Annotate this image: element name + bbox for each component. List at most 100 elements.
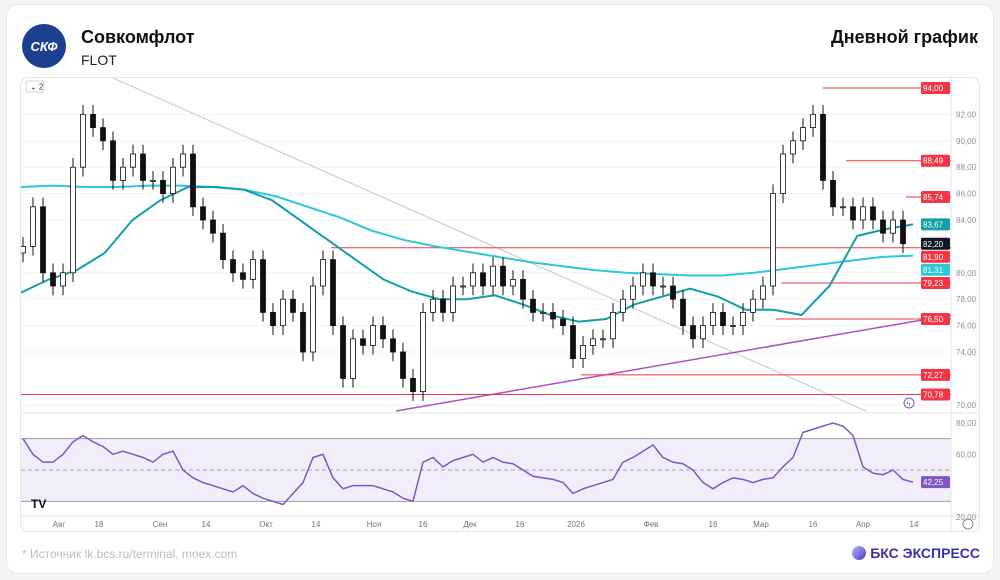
level-tag-label: 94,00 [923,84,944,93]
company-name: Совкомфлот [81,27,195,47]
candle [790,140,796,155]
candle [710,311,716,326]
candle [760,285,766,300]
ticker: FLOT [81,52,117,68]
price-tag [921,218,950,231]
candle [100,127,106,142]
candle [21,245,26,254]
price-tag [921,237,950,250]
level-tag-label: 88,49 [923,157,944,166]
candle [150,180,156,182]
event-icon [903,397,915,409]
candle [820,114,826,181]
rsi-tag [921,476,950,489]
candle [590,338,596,346]
candle [300,311,306,353]
candle [310,285,316,353]
candle [380,325,386,340]
y-tick-label: 76,00 [956,322,977,331]
candle [240,272,246,280]
y-tick-label: 84,00 [956,216,977,225]
candle [860,206,866,221]
candle [770,193,776,287]
candle [830,180,836,208]
candle [680,298,686,326]
x-tick-label: 16 [709,520,718,529]
candle [320,259,326,287]
level-tag-label: 79,23 [923,279,944,288]
level-tag [921,191,950,204]
rsi-tick-label: 60,00 [956,450,977,459]
candle [540,311,546,314]
candle [510,278,516,287]
level-tag-label: 85,74 [923,193,944,202]
candle [160,180,166,195]
level-tag-label: 72,27 [923,371,944,380]
candle [430,298,436,313]
candle [210,219,216,234]
x-tick-label: 18 [95,520,104,529]
candle [130,153,136,168]
candle [900,219,906,245]
candle [660,285,666,288]
brand-logo: БКС ЭКСПРЕСС [852,545,980,561]
candle [890,219,896,234]
level-tag [921,276,950,289]
candle [780,153,786,194]
x-tick-label: Апр [856,520,871,529]
level-tag [921,82,950,94]
candle [400,351,406,379]
candle [630,285,636,300]
level-tag-label: 76,50 [923,315,944,324]
x-tick-label: 16 [809,520,818,529]
candle [390,338,396,353]
x-tick-label: 16 [516,520,525,529]
candle [140,153,146,181]
candle [720,311,726,326]
candle [60,272,66,287]
y-tick-label: 92,00 [956,110,977,119]
x-tick-label: Окт [259,520,273,529]
candle [250,259,256,280]
candle [520,278,526,300]
level-tag-label: 70,78 [923,391,944,400]
candle [600,338,606,341]
ma-long-line [21,184,914,277]
x-tick-label: Авг [53,520,66,529]
candle [490,265,496,287]
candle [180,153,186,168]
candle [200,206,206,221]
candle [170,166,176,194]
candle [340,325,346,379]
y-tick-label: 86,00 [956,190,977,199]
price-tag-label: 81,31 [923,266,944,275]
candle [80,114,86,168]
candle [610,311,616,340]
candle [220,232,226,260]
candle [110,140,116,181]
x-tick-label: 16 [419,520,428,529]
candle [40,206,46,274]
candle [500,265,506,287]
candle [810,114,816,129]
candle [30,206,36,247]
lightning-icon: ϟ [907,400,912,409]
price-chart[interactable]: 92,00 90,00 88,00 86,00 84,00 80,00 78,00 76,00… [21,78,980,532]
x-tick-label: Ноя [367,520,382,529]
candle [70,166,76,274]
candle [450,285,456,313]
level-tag [921,313,950,325]
candle [280,298,286,326]
rsi-tag-label: 42,25 [923,478,944,487]
company-logo: СКФ [22,24,66,68]
chart-frame[interactable]: 92,00 90,00 88,00 86,00 84,00 80,00 78,00 76,00… [20,77,980,532]
y-tick-label: 88,00 [956,163,977,172]
candle [230,259,236,274]
y-tick-label: 90,00 [956,137,977,146]
candle [50,272,56,287]
candle [880,219,886,234]
source-note: * Источник lk.bcs.ru/terminal, moex.com [22,547,238,561]
candle [570,325,576,360]
candle [550,311,556,320]
candle [650,272,656,287]
